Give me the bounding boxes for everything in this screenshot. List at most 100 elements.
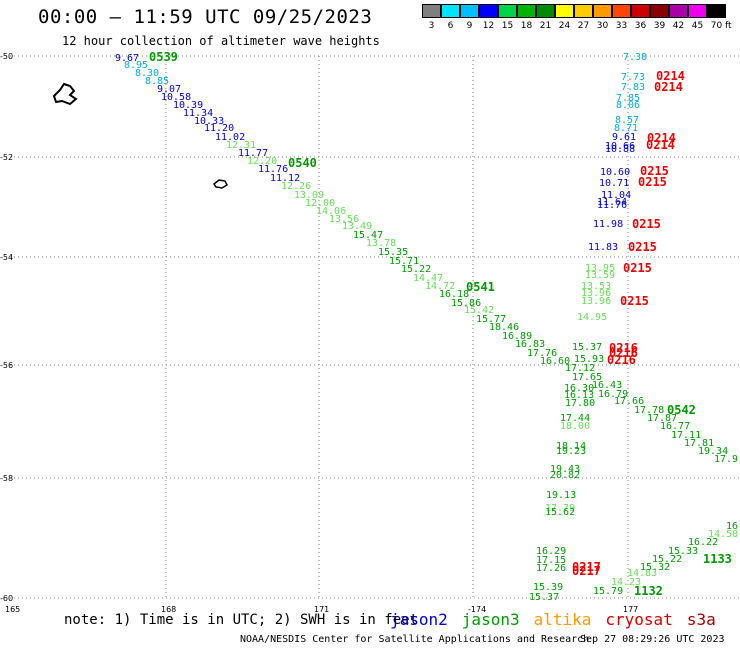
scale-swatch: 3 xyxy=(422,4,441,31)
scale-label: 42 xyxy=(672,21,685,31)
wave-height-value: 15.77 xyxy=(476,314,506,325)
scale-swatch-color xyxy=(498,4,517,18)
scale-label: 3 xyxy=(428,21,435,31)
wave-height-value: 15.62 xyxy=(545,507,575,518)
wave-height-value: 11.12 xyxy=(270,173,300,184)
wave-height-value: 11.77 xyxy=(238,148,268,159)
wave-height-value: 17.81 xyxy=(684,438,714,449)
wave-height-value: 15.32 xyxy=(640,562,670,573)
wave-height-value: 13.96 xyxy=(581,288,611,299)
auckland-islands xyxy=(52,82,78,106)
wave-height-value: 15.22 xyxy=(401,264,431,275)
track-time-label: 0540 xyxy=(288,156,317,170)
scale-swatch: 33 xyxy=(612,4,631,31)
wave-height-value: 16.13 xyxy=(564,390,594,401)
scale-swatch-color xyxy=(517,4,536,18)
track-time-label: 0215 xyxy=(638,175,667,189)
wave-height-value: 11.83 xyxy=(588,242,618,253)
wave-height-value: 17.44 xyxy=(560,413,590,424)
wave-height-value: 16.79 xyxy=(598,389,628,400)
lon-label: 171 xyxy=(314,605,329,614)
wave-height-value: 9.67 xyxy=(115,53,139,64)
lon-label: 165 xyxy=(5,605,20,614)
wave-height-value: 16.60 xyxy=(540,356,570,367)
wave-height-value: 9.61 xyxy=(612,132,636,143)
wave-height-value: 15.39 xyxy=(533,582,563,593)
wave-height-value: 15.37 xyxy=(529,592,559,603)
wave-height-value: 17.11 xyxy=(671,430,701,441)
lon-label: -174 xyxy=(468,605,486,614)
track-time-label: 0214 xyxy=(647,131,676,145)
wave-height-value: 11.64 xyxy=(597,197,627,208)
scale-label: 36 xyxy=(634,21,647,31)
wave-height-value: 12.31 xyxy=(226,140,256,151)
scale-unit: ft xyxy=(725,21,732,31)
scale-swatch-color xyxy=(479,4,498,18)
wave-height-value: 7.73 xyxy=(621,72,645,83)
wave-height-value: 16.89 xyxy=(502,331,532,342)
wave-height-value: 13.59 xyxy=(585,270,615,281)
wave-height-value: 11.76 xyxy=(597,200,627,211)
wave-height-value: 17.79 xyxy=(545,503,575,514)
footer-source: NOAA/NESDIS Center for Satellite Applica… xyxy=(240,634,590,645)
scale-label: 6 xyxy=(447,21,454,31)
scale-label: 12 xyxy=(482,21,495,31)
scale-swatch-color xyxy=(593,4,612,18)
scale-swatch-color xyxy=(422,4,441,18)
wave-height-value: 15.33 xyxy=(668,546,698,557)
track-time-label: 0216 xyxy=(609,341,638,355)
wave-height-value: 16.43 xyxy=(592,380,622,391)
wave-height-value: 8.71 xyxy=(614,123,638,134)
wave-height-value: 13.53 xyxy=(581,281,611,292)
wave-height-value: 10.71 xyxy=(599,178,629,189)
scale-swatch: 45 xyxy=(688,4,707,31)
scale-label: 45 xyxy=(691,21,704,31)
land-features xyxy=(52,82,228,189)
track-time-label: 0214 xyxy=(654,80,683,94)
track-time-label: 0542 xyxy=(667,403,696,417)
page-subtitle: 12 hour collection of altimeter wave hei… xyxy=(62,34,380,48)
wave-height-value: 10.66 xyxy=(605,141,635,152)
scale-label: 30 xyxy=(596,21,609,31)
color-scale: 3 6 9 12 15 18 21 24 27 30 33 36 39 42 45 70 ft xyxy=(422,4,732,31)
lat-label: -52 xyxy=(0,153,13,162)
wave-height-value: 14.83 xyxy=(627,568,657,579)
wave-height-value: 17.76 xyxy=(527,348,557,359)
scale-label: 18 xyxy=(520,21,533,31)
map-background xyxy=(0,56,740,606)
satellite-legend: jason2 jason3 altika cryosat s3a xyxy=(390,610,716,629)
wave-height-value: 13.49 xyxy=(342,221,372,232)
wave-height-value: 16.30 xyxy=(564,383,594,394)
wave-height-value: 18.46 xyxy=(489,322,519,333)
track-time-label: 0215 xyxy=(623,261,652,275)
wave-height-value: 17.26 xyxy=(536,563,566,574)
wave-height-value: 17.65 xyxy=(572,372,602,383)
track-time-label: 0217 xyxy=(572,564,601,578)
scale-swatch: 6 xyxy=(441,4,460,31)
scale-label: 39 xyxy=(653,21,666,31)
wave-height-value: 15.42 xyxy=(464,305,494,316)
wave-height-value: 10.60 xyxy=(600,167,630,178)
scale-swatch: 27 xyxy=(574,4,593,31)
wave-height-value: 7.38 xyxy=(623,52,647,63)
wave-height-value: 13.56 xyxy=(329,214,359,225)
track-times-layer: 0539054005410542113311320214021402140214… xyxy=(149,50,732,598)
wave-height-value: 14.95 xyxy=(577,312,607,323)
wave-height-value: 10.58 xyxy=(161,92,191,103)
scale-swatch: 24 xyxy=(555,4,574,31)
wave-height-value: 18.00 xyxy=(560,421,590,432)
track-time-label: 0214 xyxy=(646,138,675,152)
wave-height-value: 15.35 xyxy=(378,247,408,258)
wave-height-value: 16 xyxy=(726,521,738,532)
track-time-label: 0216 xyxy=(607,353,636,367)
wave-height-value: 16.18 xyxy=(439,289,469,300)
footnote: note: 1) Time is in UTC; 2) SWH is in fe… xyxy=(64,612,419,628)
scale-swatch: 70 ft xyxy=(707,4,732,31)
wave-height-value: 19.13 xyxy=(546,490,576,501)
track-time-label: 1132 xyxy=(634,584,663,598)
wave-height-value: 17.80 xyxy=(565,398,595,409)
wave-height-value: 16.83 xyxy=(515,339,545,350)
wave-height-value: 19.43 xyxy=(550,464,580,475)
scale-swatch: 21 xyxy=(536,4,555,31)
wave-height-value: 9.07 xyxy=(157,84,181,95)
